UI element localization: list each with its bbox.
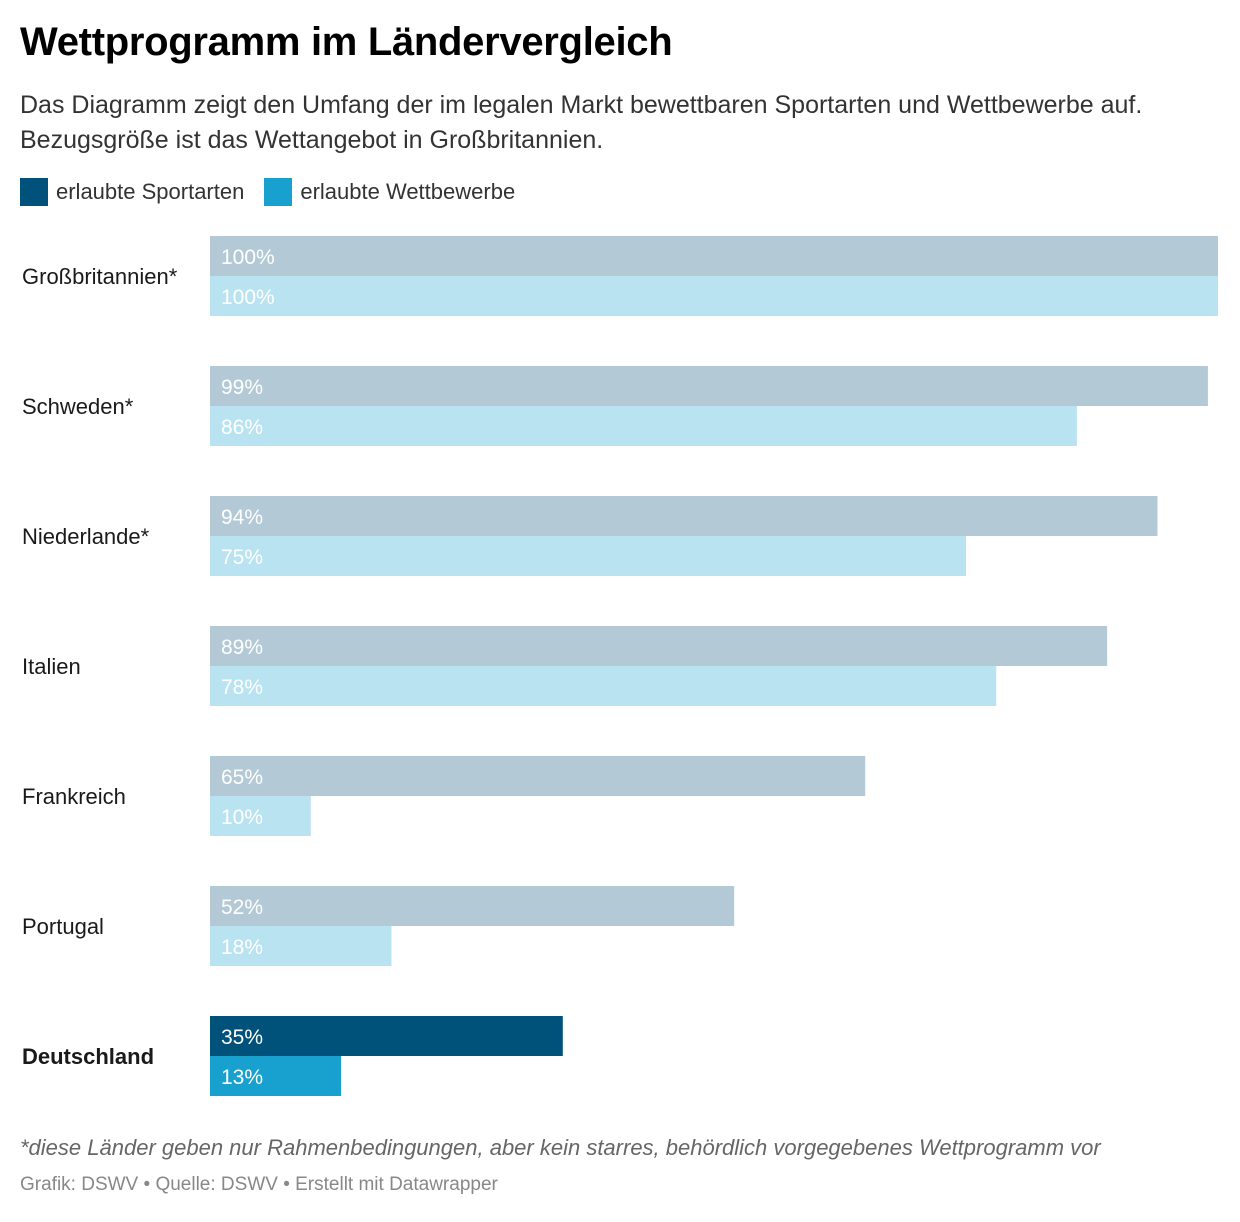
data-label-deutschland-wettbewerbe: 13%: [221, 1066, 263, 1089]
data-label-portugal-wettbewerbe: 18%: [221, 936, 263, 959]
bar-deutschland-wettbewerbe: [210, 1056, 342, 1096]
bar-gro-britannien-wettbewerbe: [210, 276, 1218, 316]
bar-gro-britannien-sportarten: [210, 236, 1218, 276]
data-label-schweden-sportarten: 99%: [221, 376, 263, 399]
data-label-schweden-wettbewerbe: 86%: [221, 416, 263, 439]
legend: erlaubte Sportarten erlaubte Wettbewerbe: [20, 178, 535, 206]
bar-schweden-sportarten: [210, 366, 1208, 406]
legend-swatch-wettbewerbe: [264, 178, 293, 206]
data-label-niederlande-sportarten: 94%: [221, 506, 263, 529]
bar-niederlande-wettbewerbe: [210, 536, 966, 576]
data-label-deutschland-sportarten: 35%: [221, 1026, 263, 1049]
legend-item-sportarten: erlaubte Sportarten: [20, 178, 244, 206]
category-label-portugal: Portugal: [22, 914, 104, 939]
category-label-italien: Italien: [22, 654, 81, 679]
bar-portugal-wettbewerbe: [210, 926, 392, 966]
legend-swatch-sportarten: [20, 178, 48, 206]
category-label-niederlande: Niederlande*: [22, 524, 150, 549]
data-label-gro-britannien-sportarten: 100%: [221, 246, 275, 269]
data-label-gro-britannien-wettbewerbe: 100%: [221, 286, 275, 309]
bar-portugal-sportarten: [210, 886, 735, 926]
bar-italien-wettbewerbe: [210, 666, 997, 706]
legend-label-sportarten: erlaubte Sportarten: [56, 179, 245, 204]
chart-subtitle: Das Diagramm zeigt den Umfang der im leg…: [20, 91, 1143, 154]
legend-label-wettbewerbe: erlaubte Wettbewerbe: [300, 179, 516, 204]
bar-frankreich-wettbewerbe: [210, 796, 311, 836]
bar-italien-sportarten: [210, 626, 1108, 666]
bar-niederlande-sportarten: [210, 496, 1158, 536]
source-credit: Grafik: DSWV • Quelle: DSWV • Erstellt m…: [20, 1174, 498, 1195]
data-label-portugal-sportarten: 52%: [221, 896, 263, 919]
bar-deutschland-sportarten: [210, 1016, 563, 1056]
category-label-schweden: Schweden*: [22, 394, 134, 419]
bar-schweden-wettbewerbe: [210, 406, 1077, 446]
data-label-frankreich-wettbewerbe: 10%: [221, 806, 263, 829]
legend-item-wettbewerbe: erlaubte Wettbewerbe: [264, 178, 515, 206]
footnote: *diese Länder geben nur Rahmenbedingunge…: [20, 1135, 1101, 1160]
category-label-gro-britannien: Großbritannien*: [22, 264, 178, 289]
category-label-deutschland: Deutschland: [22, 1044, 154, 1069]
data-label-italien-wettbewerbe: 78%: [221, 676, 263, 699]
category-label-frankreich: Frankreich: [22, 784, 126, 809]
data-label-frankreich-sportarten: 65%: [221, 766, 263, 789]
bar-frankreich-sportarten: [210, 756, 866, 796]
data-label-niederlande-wettbewerbe: 75%: [221, 546, 263, 569]
data-label-italien-sportarten: 89%: [221, 636, 263, 659]
chart-title: Wettprogramm im Ländervergleich: [20, 20, 673, 64]
